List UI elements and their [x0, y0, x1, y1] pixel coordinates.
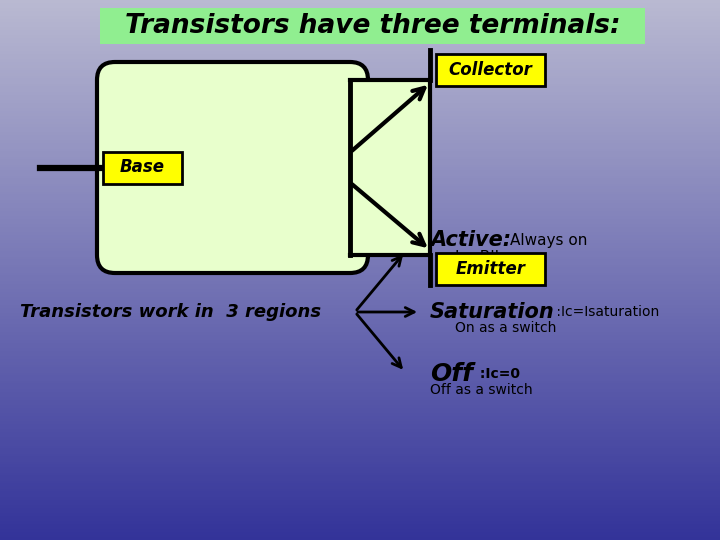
Text: Ic=BIb: Ic=BIb: [455, 249, 505, 265]
Text: Always on: Always on: [510, 233, 588, 247]
Text: Transistors work in  3 regions: Transistors work in 3 regions: [20, 303, 321, 321]
Text: Saturation: Saturation: [430, 302, 554, 322]
FancyBboxPatch shape: [100, 8, 645, 44]
Text: On as a switch: On as a switch: [455, 321, 557, 335]
Text: Collector: Collector: [449, 61, 532, 79]
FancyBboxPatch shape: [103, 152, 182, 184]
Text: Active:: Active:: [430, 230, 511, 250]
Text: :Ic=0: :Ic=0: [475, 367, 520, 381]
Text: Emitter: Emitter: [456, 260, 526, 278]
FancyBboxPatch shape: [436, 54, 545, 86]
Text: Off: Off: [430, 362, 473, 386]
Text: :Ic=Isaturation: :Ic=Isaturation: [552, 305, 660, 319]
FancyBboxPatch shape: [350, 80, 430, 255]
Text: Base: Base: [120, 159, 165, 177]
FancyBboxPatch shape: [97, 62, 368, 273]
Text: Off as a switch: Off as a switch: [430, 383, 533, 397]
FancyBboxPatch shape: [436, 253, 545, 285]
Text: Transistors have three terminals:: Transistors have three terminals:: [125, 13, 620, 39]
